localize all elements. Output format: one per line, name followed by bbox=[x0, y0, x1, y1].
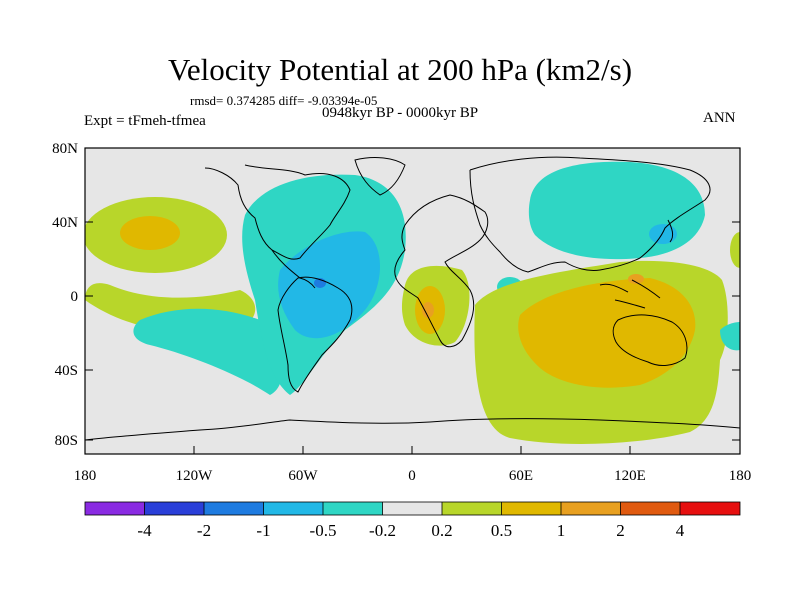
contour-region bbox=[528, 161, 705, 260]
period-label: 0948kyr BP - 0000kyr BP bbox=[322, 105, 479, 121]
colorbar-box bbox=[620, 502, 680, 515]
colorbar-label: 0.5 bbox=[491, 521, 512, 540]
contour-region bbox=[133, 308, 283, 395]
coastline-australia bbox=[612, 314, 688, 366]
contour-region bbox=[730, 232, 740, 268]
contour-region bbox=[422, 302, 434, 318]
colorbar-label: -4 bbox=[137, 521, 152, 540]
colorbar-label: -0.2 bbox=[369, 521, 396, 540]
colorbar-label: -0.5 bbox=[310, 521, 337, 540]
coastline-south-america bbox=[277, 276, 353, 393]
x-tick-label: 120W bbox=[176, 468, 214, 484]
y-axis bbox=[85, 147, 740, 441]
y-tick-label: 40S bbox=[55, 363, 78, 379]
coastline-asia bbox=[469, 156, 711, 273]
colorbar-label: 0.2 bbox=[431, 521, 452, 540]
colorbar-box bbox=[442, 502, 502, 515]
x-tick-label: 60W bbox=[288, 468, 318, 484]
x-axis bbox=[84, 446, 741, 454]
experiment-label: Expt = tFmeh-tfmea bbox=[84, 113, 206, 129]
colorbar-box bbox=[561, 502, 621, 515]
coastline-japan bbox=[667, 219, 674, 243]
colorbar-box bbox=[680, 502, 740, 515]
colorbar: -4 -2 -1 -0.5 -0.2 0.2 0.5 1 2 4 bbox=[84, 501, 741, 540]
contour-region bbox=[649, 224, 677, 244]
coastline-maritime-continent bbox=[599, 279, 661, 309]
y-tick-label: 80N bbox=[52, 141, 78, 157]
y-tick-label: 0 bbox=[71, 289, 79, 305]
coastline-antarctica bbox=[85, 418, 740, 441]
x-tick-label: 60E bbox=[509, 468, 533, 484]
colorbar-box bbox=[204, 502, 264, 515]
x-tick-label: 0 bbox=[408, 468, 416, 484]
colorbar-label: 4 bbox=[676, 521, 685, 540]
contour-fields bbox=[85, 156, 740, 444]
x-tick-label: 180 bbox=[729, 468, 752, 484]
colorbar-label: -1 bbox=[256, 521, 270, 540]
colorbar-box bbox=[85, 502, 145, 515]
contour-region bbox=[628, 274, 644, 284]
contour-region bbox=[720, 322, 740, 351]
colorbar-box bbox=[323, 502, 383, 515]
colorbar-box bbox=[501, 502, 561, 515]
colorbar-label: 1 bbox=[557, 521, 566, 540]
coastline-europe-africa bbox=[394, 194, 489, 348]
colorbar-label: -2 bbox=[197, 521, 211, 540]
colorbar-box bbox=[382, 502, 442, 515]
contour-region bbox=[518, 278, 696, 388]
colorbar-outline bbox=[84, 501, 741, 516]
coastline-north-america bbox=[204, 164, 351, 260]
x-tick-label: 180 bbox=[74, 468, 97, 484]
season-label: ANN bbox=[703, 110, 736, 126]
stats-label: rmsd= 0.374285 diff= -9.03394e-05 bbox=[190, 93, 378, 108]
coastlines bbox=[85, 156, 740, 441]
y-tick-label: 80S bbox=[55, 433, 78, 449]
y-tick-label: 40N bbox=[52, 215, 78, 231]
colorbar-box bbox=[144, 502, 204, 515]
colorbar-label: 2 bbox=[616, 521, 625, 540]
coastline-greenland bbox=[354, 157, 406, 196]
contour-region bbox=[278, 231, 380, 339]
plot-title: Velocity Potential at 200 hPa (km2/s) bbox=[167, 52, 633, 87]
x-tick-label: 120E bbox=[614, 468, 646, 484]
colorbar-box bbox=[263, 502, 323, 515]
contour-region bbox=[120, 216, 180, 250]
